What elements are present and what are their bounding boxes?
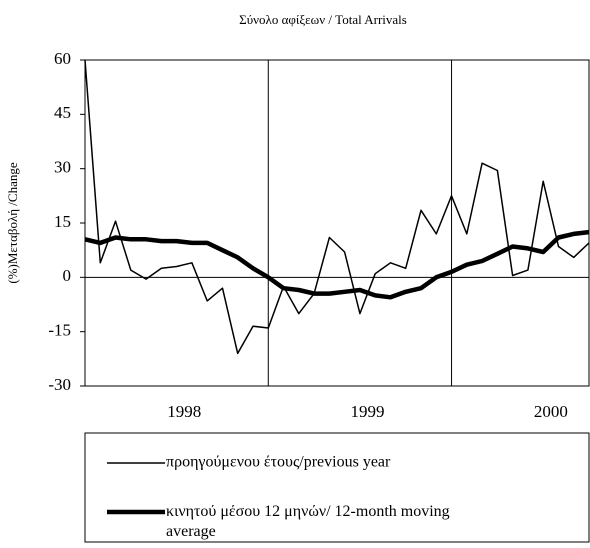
y-tick-label: 15 [54,212,71,231]
y-tick-label: 60 [54,49,71,68]
y-tick-label: 0 [63,266,72,285]
x-tick-label: 1998 [167,402,201,421]
legend-label: προηγούμενου έτους/previous year [166,454,391,471]
y-axis-label: (%)Μεταβολή /Change [5,162,20,283]
chart-title: Σύνολο αφίξεων / Total Arrivals [239,12,407,27]
y-tick-label: 30 [54,158,71,177]
plot-area [84,59,590,387]
x-tick-label: 1999 [351,402,385,421]
x-tick-label: 2000 [534,402,568,421]
legend-label: κινητού μέσου 12 μηνών/ 12-month moving a… [166,503,450,540]
y-tick-label: -30 [48,375,71,394]
y-tick-label: 45 [54,103,71,122]
y-tick-label: -15 [48,321,71,340]
series-line [84,59,590,355]
legend-box [84,432,590,543]
series-line [84,229,590,300]
